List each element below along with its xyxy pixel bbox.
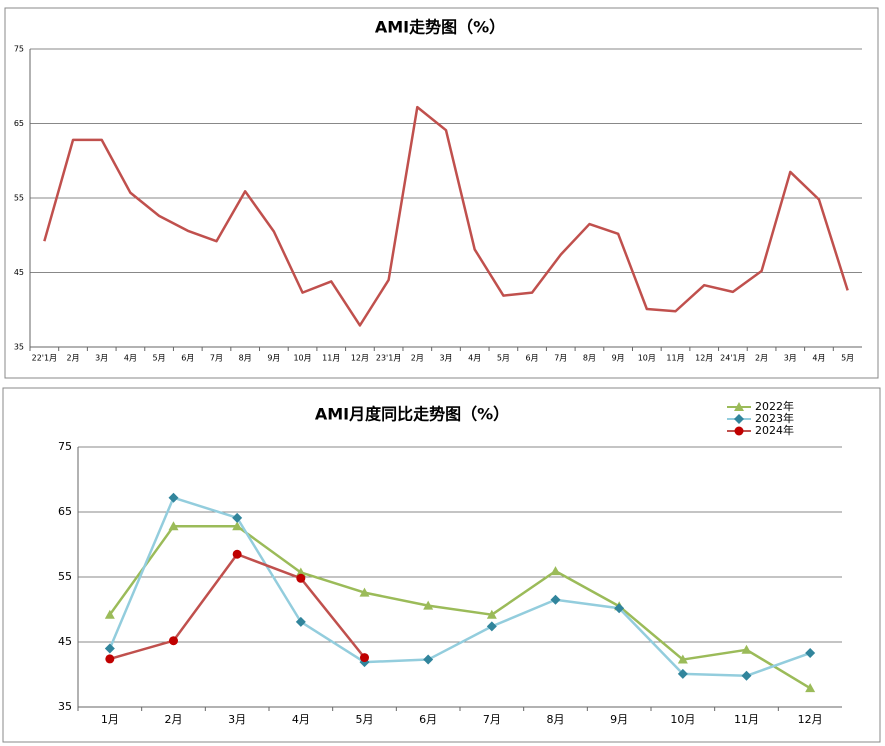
y-tick-label: 55 xyxy=(14,194,24,203)
data-point xyxy=(232,512,243,523)
x-tick-label: 1月 xyxy=(101,713,119,726)
legend-label: 2024年 xyxy=(755,423,794,437)
x-tick-label: 10月 xyxy=(670,713,695,726)
legend-label: 2023年 xyxy=(755,411,794,425)
y-tick-label: 55 xyxy=(58,570,72,583)
data-point xyxy=(360,653,369,663)
x-tick-label: 5月 xyxy=(153,354,166,363)
x-tick-label: 7月 xyxy=(554,354,567,363)
x-tick-label: 12月 xyxy=(798,713,823,726)
y-tick-label: 65 xyxy=(58,505,72,518)
data-point xyxy=(232,521,243,531)
x-tick-label: 24'1月 xyxy=(720,354,745,363)
legend-marker xyxy=(734,402,744,411)
y-tick-label: 35 xyxy=(58,700,72,713)
x-tick-label: 2月 xyxy=(66,354,79,363)
y-tick-label: 45 xyxy=(14,268,24,277)
x-tick-label: 6月 xyxy=(181,354,194,363)
x-tick-label: 9月 xyxy=(610,713,628,726)
data-point xyxy=(550,566,561,576)
x-tick-label: 4月 xyxy=(292,713,310,726)
x-tick-label: 10月 xyxy=(638,354,656,363)
x-tick-label: 8月 xyxy=(239,354,252,363)
x-tick-label: 22'1月 xyxy=(32,354,57,363)
x-tick-label: 4月 xyxy=(124,354,137,363)
x-tick-label: 6月 xyxy=(526,354,539,363)
chart-title: AMI走势图（%） xyxy=(375,18,505,37)
data-point xyxy=(805,648,816,659)
x-tick-label: 3月 xyxy=(95,354,108,363)
x-tick-label: 7月 xyxy=(483,713,501,726)
x-tick-label: 3月 xyxy=(439,354,452,363)
series-line xyxy=(43,105,849,327)
x-tick-label: 7月 xyxy=(210,354,223,363)
series-line xyxy=(108,496,811,678)
y-tick-label: 65 xyxy=(14,119,24,128)
x-tick-label: 12月 xyxy=(695,354,713,363)
x-tick-label: 9月 xyxy=(267,354,280,363)
legend-label: 2022年 xyxy=(755,399,794,413)
x-tick-label: 5月 xyxy=(841,354,854,363)
data-point xyxy=(104,643,115,654)
data-point xyxy=(741,670,752,681)
data-point xyxy=(614,603,625,614)
y-tick-label: 75 xyxy=(58,440,72,453)
x-tick-label: 10月 xyxy=(293,354,311,363)
x-tick-label: 12月 xyxy=(351,354,369,363)
data-point xyxy=(486,621,497,632)
data-point xyxy=(169,636,178,646)
x-tick-label: 3月 xyxy=(784,354,797,363)
data-point xyxy=(359,587,370,597)
data-point xyxy=(486,609,497,619)
x-tick-label: 11月 xyxy=(666,354,684,363)
data-point xyxy=(741,644,752,654)
chart-frame xyxy=(2,387,881,743)
x-tick-label: 2月 xyxy=(411,354,424,363)
x-tick-label: 8月 xyxy=(583,354,596,363)
data-point xyxy=(105,654,115,664)
x-tick-label: 11月 xyxy=(322,354,340,363)
series-line xyxy=(108,525,811,690)
data-point xyxy=(677,654,688,664)
data-point xyxy=(423,654,434,665)
data-point xyxy=(168,521,179,531)
data-point xyxy=(296,573,306,583)
data-point xyxy=(677,668,688,679)
y-tick-label: 75 xyxy=(14,45,24,54)
data-point xyxy=(104,609,115,619)
x-tick-label: 4月 xyxy=(812,354,825,363)
y-tick-label: 45 xyxy=(58,635,72,648)
legend-marker xyxy=(734,426,744,436)
y-tick-label: 35 xyxy=(14,343,24,352)
x-tick-label: 3月 xyxy=(228,713,246,726)
data-point xyxy=(295,567,306,577)
data-point xyxy=(423,600,434,610)
data-point xyxy=(805,683,816,693)
x-tick-label: 2月 xyxy=(165,713,183,726)
x-tick-label: 9月 xyxy=(612,354,625,363)
x-tick-label: 4月 xyxy=(468,354,481,363)
x-tick-label: 5月 xyxy=(356,713,374,726)
x-tick-label: 5月 xyxy=(497,354,510,363)
chart-frame xyxy=(4,7,879,379)
x-tick-label: 6月 xyxy=(419,713,437,726)
chart-title: AMI月度同比走势图（%） xyxy=(315,405,509,424)
x-tick-label: 2月 xyxy=(755,354,768,363)
data-point xyxy=(295,616,306,627)
data-point xyxy=(232,549,242,559)
x-tick-label: 8月 xyxy=(547,713,565,726)
legend-marker xyxy=(734,414,744,424)
x-tick-label: 11月 xyxy=(734,713,759,726)
x-tick-label: 23'1月 xyxy=(376,354,401,363)
data-point xyxy=(550,594,561,605)
data-point xyxy=(168,492,179,503)
